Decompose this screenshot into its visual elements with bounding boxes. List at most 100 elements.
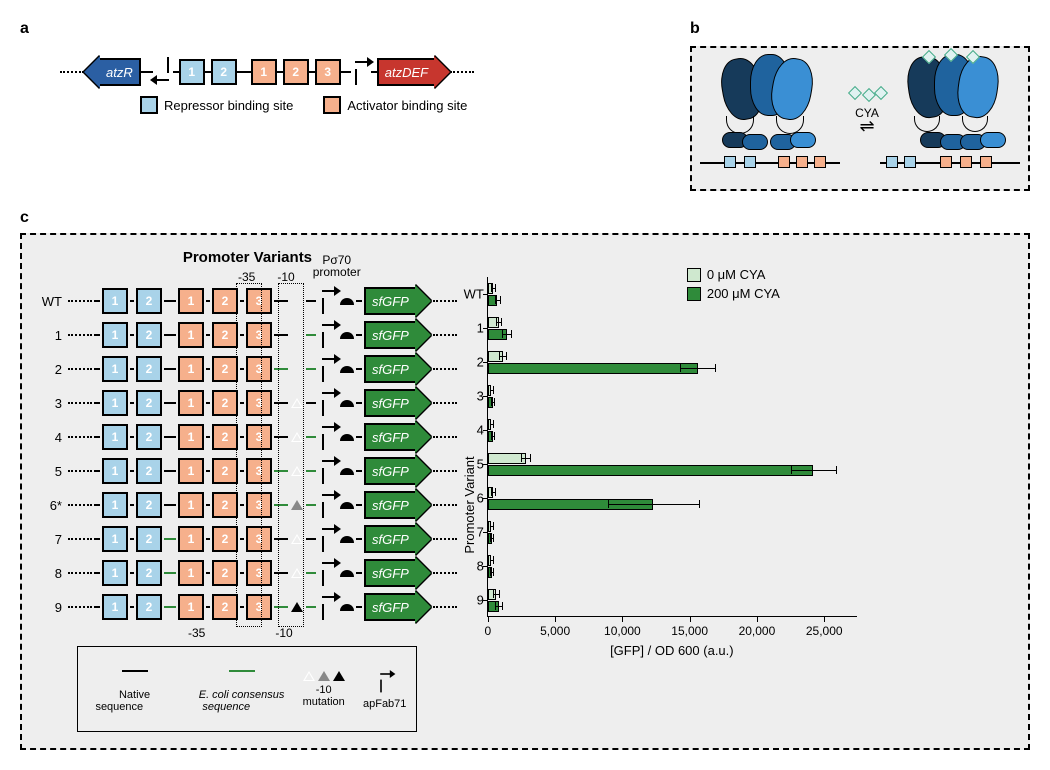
y-tick-label: 7	[456, 525, 484, 540]
variant-label: 8	[38, 566, 66, 581]
repressor-site: 1	[102, 492, 128, 518]
bent-arrow-icon	[318, 356, 338, 382]
variant-label: 1	[38, 328, 66, 343]
bar	[488, 363, 698, 374]
activator-site: 1	[178, 560, 204, 586]
activator-site: 3	[246, 356, 272, 382]
gene-sfGFP: sfGFP	[364, 591, 431, 623]
variant-label: 9	[38, 600, 66, 615]
repressor-site: 1	[102, 560, 128, 586]
col-35-label: -35	[238, 270, 255, 284]
repressor-site: 2	[136, 322, 162, 348]
variant-row: 8 1 2 1 2 3 sfGFP	[38, 556, 457, 590]
y-tick-label: 8	[456, 559, 484, 574]
activator-site: 3	[246, 288, 272, 314]
triangle-open-icon	[303, 671, 315, 681]
repressor-site: 2	[136, 288, 162, 314]
mutation-triangle-icon	[291, 534, 303, 544]
activator-site: 3	[246, 594, 272, 620]
col-prom-label: Pσ70 promoter	[313, 254, 361, 284]
repressor-swatch-icon	[140, 96, 158, 114]
activator-site: 1	[178, 288, 204, 314]
mutation-triangle-icon	[291, 500, 303, 510]
x-tick-label: 5,000	[540, 624, 570, 638]
col-10-label: -10	[277, 270, 294, 284]
gene-sfGFP: sfGFP	[364, 489, 431, 521]
activator-site: 2	[283, 59, 309, 85]
x-axis-title: [GFP] / OD 600 (a.u.)	[487, 643, 857, 658]
mutation-triangle-icon	[291, 602, 303, 612]
sigma70-icon	[340, 366, 354, 373]
variant-row: 3 1 2 1 2 3 sfGFP	[38, 386, 457, 420]
variant-label: 4	[38, 430, 66, 445]
bent-arrow-right-icon	[351, 59, 371, 85]
activator-site: 3	[246, 492, 272, 518]
repressor-site: 2	[211, 59, 237, 85]
repressor-site: 2	[136, 356, 162, 382]
variant-label: 2	[38, 362, 66, 377]
legend-ecoli-label: E. coli consensus sequence	[199, 689, 285, 713]
bent-arrow-icon	[318, 458, 338, 484]
gene-sfGFP: sfGFP	[364, 455, 431, 487]
gene-sfGFP: sfGFP	[364, 285, 431, 317]
mutation-triangle-icon	[291, 432, 303, 442]
activator-site: 3	[246, 560, 272, 586]
sigma70-icon	[340, 502, 354, 509]
activator-site: 1	[178, 424, 204, 450]
repressor-site: 2	[136, 492, 162, 518]
repressor-site: 2	[136, 458, 162, 484]
x-tick-label: 20,000	[739, 624, 776, 638]
y-tick-label: 4	[456, 423, 484, 438]
sigma70-icon	[340, 434, 354, 441]
y-tick-label: 6	[456, 491, 484, 506]
mutation-triangle-icon	[291, 568, 303, 578]
gene-atzR-label: atzR	[106, 65, 133, 80]
repressor-site: 1	[102, 526, 128, 552]
gene-sfGFP: sfGFP	[364, 523, 431, 555]
repressor-site: 1	[102, 458, 128, 484]
activator-site: 1	[178, 492, 204, 518]
activator-site: 3	[315, 59, 341, 85]
activator-site: 2	[212, 560, 238, 586]
repressor-site: 1	[102, 288, 128, 314]
panel-a-diagram: atzR 1 2 1 2 3 atzDEF	[60, 56, 650, 88]
variant-label: WT	[38, 294, 66, 309]
gene-sfGFP: sfGFP	[364, 319, 431, 351]
y-tick-label: 3	[456, 389, 484, 404]
bent-arrow-icon	[318, 322, 338, 348]
repressor-site: 1	[179, 59, 205, 85]
repressor-site: 1	[102, 356, 128, 382]
variant-label: 5	[38, 464, 66, 479]
tetramer-right	[880, 54, 1020, 174]
variant-label: 3	[38, 396, 66, 411]
variant-row: 5 1 2 1 2 3 sfGFP	[38, 454, 457, 488]
variant-row: 9 1 2 1 2 3 sfGFP	[38, 590, 457, 624]
activator-site: 1	[178, 356, 204, 382]
activator-site: 2	[212, 424, 238, 450]
activator-site: 2	[212, 356, 238, 382]
repressor-site: 2	[136, 526, 162, 552]
bent-arrow-icon	[318, 424, 338, 450]
bent-arrow-icon	[318, 560, 338, 586]
repressor-site: 2	[136, 424, 162, 450]
repressor-site: 2	[136, 594, 162, 620]
sigma70-icon	[340, 332, 354, 339]
triangle-grey-icon	[318, 671, 330, 681]
repressor-site: 1	[102, 322, 128, 348]
gene-sfGFP: sfGFP	[364, 353, 431, 385]
variant-row: 7 1 2 1 2 3 sfGFP	[38, 522, 457, 556]
activator-site: 2	[212, 492, 238, 518]
sigma70-icon	[340, 298, 354, 305]
activator-site: 1	[178, 390, 204, 416]
gene-atzDEF: atzDEF	[377, 56, 450, 88]
bent-arrow-icon	[318, 492, 338, 518]
bars-area: WT12345678905,00010,00015,00020,00025,00…	[487, 277, 857, 617]
legend-mutation-label: -10 mutation	[303, 684, 345, 708]
activator-site: 1	[178, 594, 204, 620]
gene-atzR: atzR	[84, 56, 141, 88]
mutation-triangle-icon	[291, 398, 303, 408]
gene-sfGFP: sfGFP	[364, 387, 431, 419]
x-tick-label: 15,000	[671, 624, 708, 638]
variant-row: 6* 1 2 1 2 3 sfGFP	[38, 488, 457, 522]
repressor-site: 1	[102, 594, 128, 620]
